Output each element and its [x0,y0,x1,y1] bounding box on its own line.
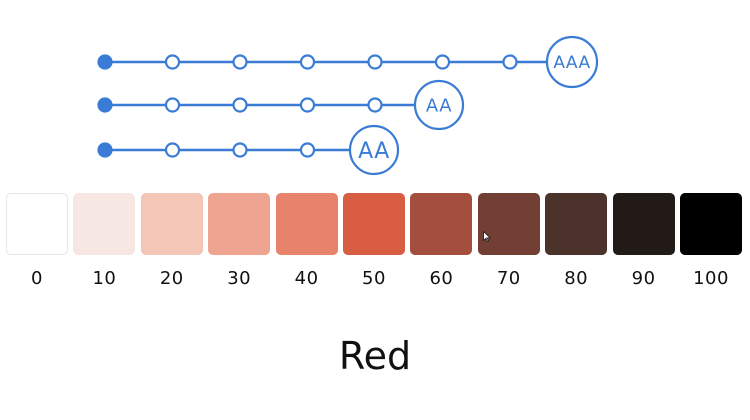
step-node [299,97,316,113]
color-swatch-40[interactable] [275,193,338,255]
step-node [299,142,316,158]
color-swatch-30[interactable] [208,193,271,255]
contrast-row-1: AAA [97,35,599,89]
step-node [299,54,316,70]
step-label-20: 20 [159,268,184,289]
step-node [164,54,181,70]
contrast-row-2: AA [97,79,465,131]
wcag-badge-ring [413,79,465,131]
wcag-badge-ring [348,124,400,176]
step-node [232,97,248,113]
step-label-60: 60 [429,268,454,289]
step-label-100: 100 [693,268,729,289]
step-label-50: 50 [362,268,386,289]
color-swatch-80[interactable] [545,193,608,255]
swatch-row [6,193,746,255]
mouse-cursor-icon [483,231,491,242]
wcag-badge-label: AA [426,95,452,116]
color-swatch-90[interactable] [612,193,675,255]
color-swatch-20[interactable] [140,193,203,255]
contrast-row-3: AA [97,124,400,176]
step-node [367,54,383,70]
color-swatch-0[interactable] [6,193,68,255]
palette-title: Red [338,334,412,378]
color-swatch-60[interactable] [410,193,473,255]
start-node-filled [97,54,113,70]
step-label-0: 0 [31,268,43,289]
color-swatch-100[interactable] [680,193,742,255]
start-node-filled [97,97,113,113]
wcag-badge-label: AAA [553,53,590,73]
step-node [164,97,181,113]
step-label-10: 10 [92,268,117,289]
color-swatch-10[interactable] [73,193,136,255]
step-label-30: 30 [227,268,252,289]
wcag-badge-ring [545,35,599,89]
step-node [502,54,518,70]
step-node [367,97,383,113]
step-node [232,142,248,158]
color-swatch-50[interactable] [343,193,405,255]
step-label-80: 80 [564,268,589,289]
color-swatch-70[interactable] [477,193,540,255]
wcag-badge-label: AA [358,139,390,164]
step-node [232,54,248,70]
step-label-70: 70 [496,268,521,289]
start-node-filled [97,142,113,158]
step-label-90: 90 [631,268,656,289]
step-node [434,54,451,70]
step-label-40: 40 [294,268,319,289]
step-node [164,142,181,158]
